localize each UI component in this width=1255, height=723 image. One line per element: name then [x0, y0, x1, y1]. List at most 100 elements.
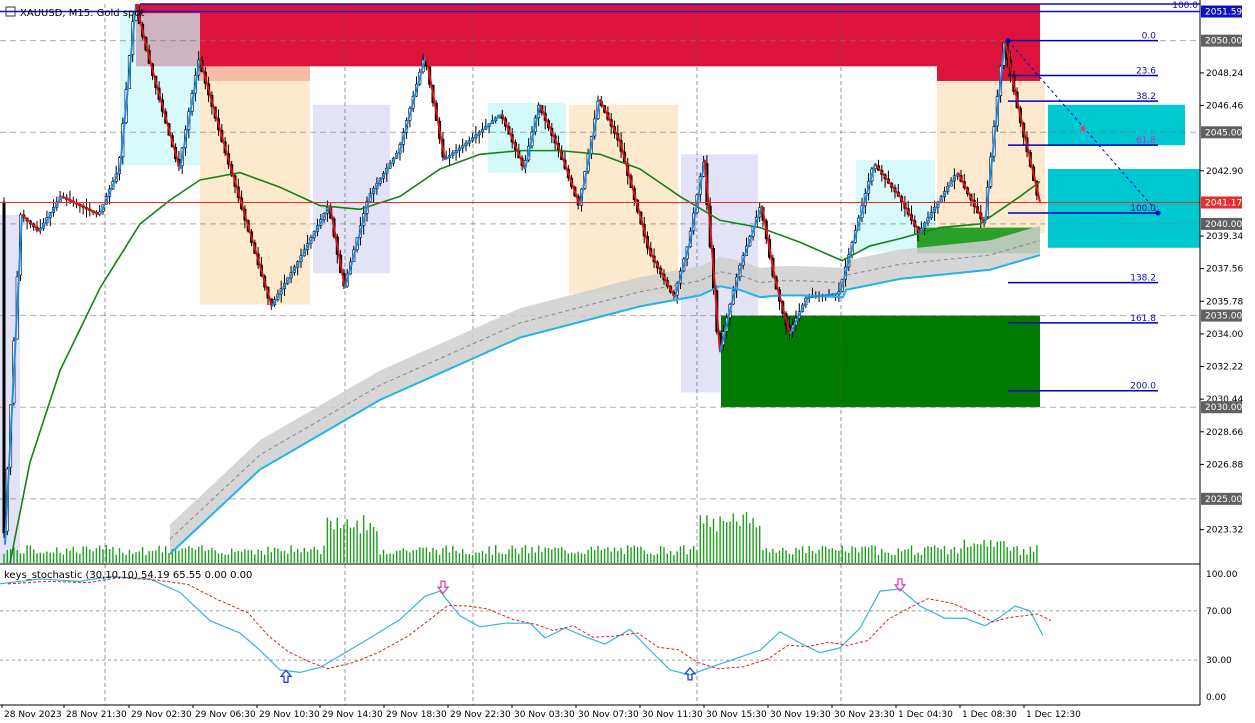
fib-top-label: 100.0: [1172, 1, 1198, 11]
price-tag-box: [1201, 492, 1242, 505]
time-axis-label: 30 Nov 19:30: [770, 710, 831, 719]
price-tag-label: 2030.00: [1205, 403, 1242, 413]
time-axis-label: 28 Nov 21:30: [66, 710, 127, 719]
zigzag-up-leg: [807, 292, 841, 299]
price-axis-label: 2028.66: [1206, 428, 1243, 438]
price-tag-box: [1201, 217, 1242, 230]
stoch-axis-label: 30.00: [1206, 656, 1232, 666]
fib-level-label: 100.0: [1130, 204, 1156, 214]
price-axis-label: 2039.34: [1206, 232, 1243, 242]
range-box-lavender-1: [313, 104, 390, 274]
time-axis-label: 29 Nov 02:30: [131, 710, 192, 719]
zigzag-up-leg: [4, 214, 23, 545]
zigzag-down-leg: [1019, 113, 1041, 203]
price-tag-label: 2035.00: [1205, 312, 1242, 322]
zigzag-up-leg: [839, 163, 876, 294]
supply-zone-top: [136, 4, 1040, 67]
time-axis-label: 29 Nov 14:30: [322, 710, 383, 719]
fib-level-label: 23.6: [1136, 66, 1156, 76]
zigzag-up-leg: [739, 205, 763, 271]
time-axis-label: 29 Nov 18:30: [386, 710, 447, 719]
time-axis-label: 30 Nov 15:30: [706, 710, 767, 719]
zigzag-down-leg: [761, 205, 776, 280]
zigzag-down-leg: [957, 172, 986, 225]
price-tag-box: [1201, 34, 1242, 47]
stoch-main-line: [0, 575, 1044, 676]
target-zone-lower: [1048, 168, 1200, 248]
price-tag-label: 2051.59: [1205, 8, 1242, 18]
sell-arrow-icon: [893, 578, 907, 592]
price-tag-label: 2040.00: [1205, 220, 1242, 230]
time-axis-label: 29 Nov 10:30: [259, 710, 320, 719]
zigzag-up-leg: [99, 168, 121, 216]
zigzag-down-leg: [151, 67, 181, 170]
zigzag-down-leg: [199, 58, 227, 151]
zigzag-up-leg: [179, 58, 201, 170]
range-box-peach-2: [569, 104, 678, 294]
price-tag-box: [1201, 196, 1242, 209]
zigzag-down-leg: [329, 205, 346, 289]
fib-level-label: 138.2: [1130, 274, 1156, 284]
time-axis-label: 28 Nov 2023: [4, 710, 62, 719]
zigzag-up-leg: [789, 296, 809, 335]
zigzag-down-leg: [649, 250, 676, 298]
zigzag-down-leg: [61, 195, 101, 216]
price-axis-label: 2037.56: [1206, 265, 1243, 275]
zigzag-up-leg: [719, 269, 741, 353]
demand-zone-large: [721, 315, 1040, 408]
zigzag-up-leg: [524, 104, 541, 170]
price-axis-label: 2042.90: [1206, 167, 1243, 177]
time-axis-label: 29 Nov 22:30: [450, 710, 511, 719]
stoch-axis-label: 100.00: [1206, 570, 1238, 580]
zigzag-up-leg: [299, 205, 331, 262]
zigzag-up-leg: [674, 241, 691, 298]
zigzag-up-leg: [984, 40, 1006, 225]
price-axis-label: 2026.88: [1206, 460, 1243, 470]
zigzag-down-leg: [774, 278, 791, 335]
zigzag-down-leg: [704, 159, 721, 353]
price-axis-label: 2046.46: [1206, 102, 1243, 112]
zigzag-down-leg: [425, 55, 446, 160]
candle-body: [2, 201, 6, 534]
price-tag-box: [1201, 5, 1242, 18]
zigzag-up-leg: [689, 159, 706, 243]
fib-level-label: 200.0: [1130, 382, 1156, 392]
zigzag-down-leg: [874, 162, 901, 198]
zigzag-up-leg: [344, 196, 371, 289]
buy-arrow-icon: [279, 669, 293, 683]
ma-green-line: [9, 149, 1041, 564]
time-axis-label: 30 Nov 03:30: [514, 710, 575, 719]
chart-menu-icon[interactable]: [5, 6, 16, 17]
sell-arrow-icon: [436, 580, 450, 595]
zigzag-down-leg: [225, 150, 273, 307]
zigzag-down-leg: [619, 141, 651, 252]
range-box-peach-1: [200, 66, 310, 305]
time-axis-label: 29 Nov 06:30: [195, 710, 256, 719]
zigzag-down-leg: [501, 113, 526, 170]
stoch-signal-line: [7, 577, 1052, 670]
price-axis-label: 2023.32: [1206, 526, 1243, 536]
zigzag-down-leg: [599, 98, 621, 142]
zigzag-down-leg: [21, 214, 41, 233]
target-zone-upper: [1048, 104, 1185, 146]
price-axis-label: 2034.00: [1206, 330, 1243, 340]
symbol-title: XAUUSD, M15: Gold spot: [20, 8, 144, 19]
price-axis-label: 2030.44: [1206, 395, 1243, 405]
fib-level-label: 61.8: [1136, 136, 1156, 146]
zigzag-up-leg: [119, 3, 137, 170]
price-tag-box: [1201, 309, 1242, 322]
band-midline: [169, 239, 1041, 540]
zigzag-down-leg: [135, 3, 153, 69]
indicator-title: keys_stochastic (30,10,10) 54.19 65.55 0…: [4, 570, 252, 581]
time-axis-label: 30 Nov 11:30: [642, 710, 703, 719]
price-tag-label: 2025.00: [1205, 495, 1242, 505]
zigzag-up-leg: [469, 113, 503, 143]
time-axis-label: 1 Dec 08:30: [962, 710, 1017, 719]
price-tag-label: 2045.00: [1205, 128, 1242, 138]
zigzag-up-leg: [579, 99, 601, 206]
price-tag-box: [1201, 126, 1242, 139]
time-axis-label: 30 Nov 07:30: [578, 710, 639, 719]
zigzag-up-leg: [369, 150, 401, 197]
